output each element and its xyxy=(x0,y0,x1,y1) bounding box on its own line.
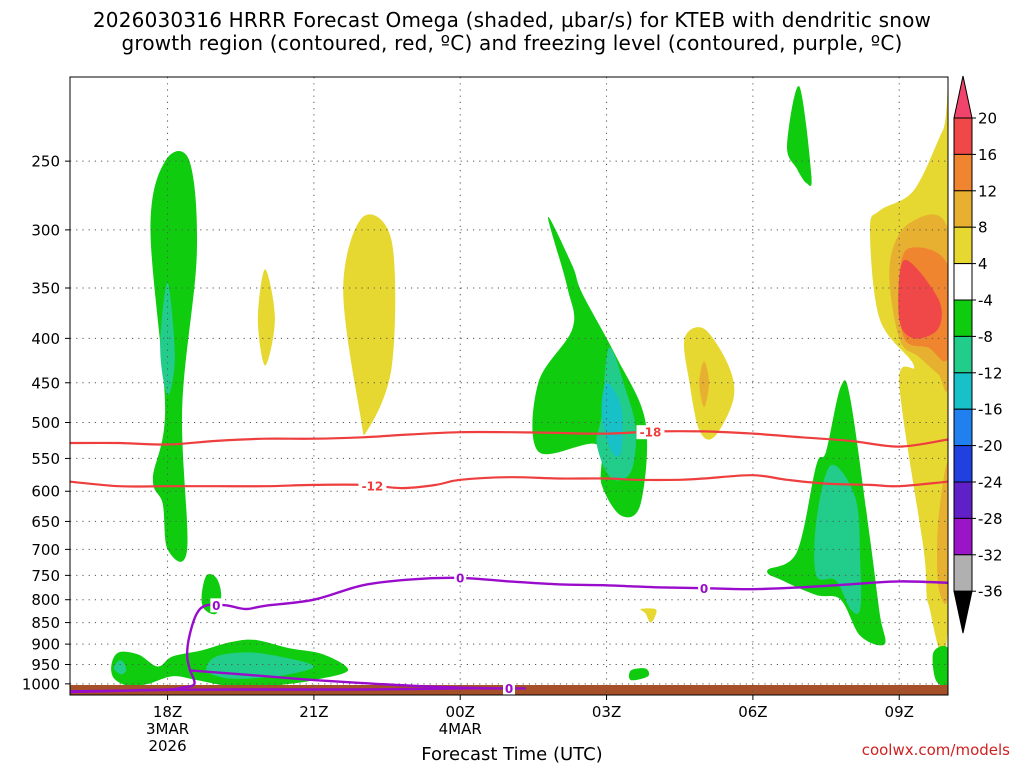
colorbar-cell-13 xyxy=(953,554,973,592)
colorbar-cell-2 xyxy=(953,153,973,192)
colorbar-cell-12 xyxy=(953,517,973,556)
freezing-level-contour xyxy=(70,576,948,693)
x-tick-label: 18Z xyxy=(153,703,182,721)
dgz-label-bg xyxy=(358,479,387,494)
x-tick-label: 06Z xyxy=(738,703,767,721)
colorbar-label: -28 xyxy=(978,510,1003,528)
grid-lines xyxy=(70,77,948,695)
colorbar-cell-5 xyxy=(953,263,973,301)
freezing-label: 0 xyxy=(700,582,708,596)
colorbar-label: 12 xyxy=(978,182,997,200)
credit-link[interactable]: coolwx.com/models xyxy=(861,741,1010,759)
colorbar-top-triangle xyxy=(953,75,973,119)
y-tick-label: 400 xyxy=(31,330,60,348)
freezing-label: 0 xyxy=(456,571,464,585)
colorbar-cell-1 xyxy=(953,117,973,155)
dgz-label: -18 xyxy=(640,426,662,440)
x-tick-label: 4MAR xyxy=(439,720,482,738)
colorbar: 20 16 12 8 4 -4 -8 -12 -16 -20 -24 -28 -32 -36 xyxy=(953,75,1003,634)
y-tick-label: 1000 xyxy=(22,675,60,693)
colorbar-label: -24 xyxy=(978,474,1003,492)
omega-region-11 xyxy=(814,464,862,614)
dgz-contour-m12 xyxy=(70,474,948,490)
omega-region-9 xyxy=(786,85,812,187)
colorbar-cell-11 xyxy=(953,481,973,519)
x-tick-label: 00Z xyxy=(446,703,475,721)
colorbar-label: 8 xyxy=(978,219,988,237)
contour-lines: -18 -12 0 0 0 0 xyxy=(70,425,948,696)
y-tick-label: 900 xyxy=(31,636,60,654)
colorbar-label: -32 xyxy=(978,546,1003,564)
y-tick-label: 750 xyxy=(31,567,60,585)
colorbar-label: -8 xyxy=(978,328,993,346)
omega-region-20 xyxy=(206,652,314,679)
x-tick-label: 2026 xyxy=(148,737,186,755)
y-tick-label: 650 xyxy=(31,513,60,531)
omega-region-8 xyxy=(699,361,709,408)
y-tick-label: 300 xyxy=(31,221,60,239)
colorbar-cell-9 xyxy=(953,408,973,447)
colorbar-label: 16 xyxy=(978,146,997,164)
y-tick-label: 700 xyxy=(31,541,60,559)
dgz-label: -12 xyxy=(362,480,384,494)
freezing-label-bg xyxy=(210,598,223,613)
colorbar-cell-7 xyxy=(953,335,973,374)
colorbar-label: 20 xyxy=(978,110,997,128)
colorbar-label: -16 xyxy=(978,401,1003,419)
y-tick-label: 350 xyxy=(31,280,60,298)
freezing-level-contour-low xyxy=(70,669,527,694)
colorbar-cell-4 xyxy=(953,226,973,265)
x-tick-label: 21Z xyxy=(299,703,328,721)
colorbar-label: 4 xyxy=(978,255,988,273)
colorbar-label: -12 xyxy=(978,364,1003,382)
omega-region-6 xyxy=(601,382,623,457)
freezing-label-bg xyxy=(503,681,515,695)
y-tick-label: 500 xyxy=(31,414,60,432)
omega-region-16 xyxy=(937,463,948,604)
y-tick-label: 950 xyxy=(31,656,60,674)
plot-frame xyxy=(69,76,949,696)
colorbar-label: -4 xyxy=(978,292,993,310)
y-tick-label: 450 xyxy=(31,374,60,392)
freezing-label-bg xyxy=(454,570,467,585)
omega-region-22 xyxy=(640,608,657,623)
colorbar-cell-8 xyxy=(953,372,973,410)
colorbar-label: -36 xyxy=(978,583,1003,601)
dgz-label-bg xyxy=(636,425,665,440)
x-tick-label: 03Z xyxy=(592,703,621,721)
colorbar-cell-6 xyxy=(953,299,973,337)
x-tick-label: 3MAR xyxy=(146,720,189,738)
omega-region-2 xyxy=(257,269,275,366)
omega-region-1 xyxy=(160,282,175,396)
freezing-label: 0 xyxy=(505,682,513,696)
y-tick-label: 250 xyxy=(31,153,60,171)
chart-title-line-1: 2026030316 HRRR Forecast Omega (shaded, … xyxy=(92,8,932,32)
freezing-label-bg xyxy=(698,581,711,596)
y-axis-ticks: 250 300 350 400 450 500 550 600 650 700 750 800 850 9… xyxy=(22,153,70,693)
y-tick-label: 550 xyxy=(31,450,60,468)
y-tick-label: 850 xyxy=(31,614,60,632)
omega-shading xyxy=(70,85,948,695)
y-tick-label: 800 xyxy=(31,591,60,609)
y-tick-label: 600 xyxy=(31,483,60,501)
omega-region-17 xyxy=(932,645,948,687)
omega-region-21 xyxy=(113,660,127,675)
omega-region-23 xyxy=(628,668,650,681)
colorbar-label: -20 xyxy=(978,437,1003,455)
x-axis-label: Forecast Time (UTC) xyxy=(421,744,603,765)
colorbar-cell-10 xyxy=(953,445,973,483)
colorbar-cell-3 xyxy=(953,190,973,228)
omega-region-15 xyxy=(898,259,942,339)
dgz-contour-m18 xyxy=(70,430,948,448)
freezing-label: 0 xyxy=(212,599,220,613)
omega-region-3 xyxy=(343,214,396,436)
chart-title-line-2: growth region (contoured, red, ºC) and f… xyxy=(121,31,903,55)
omega-region-7 xyxy=(683,327,735,440)
x-tick-label: 09Z xyxy=(885,703,914,721)
colorbar-bottom-triangle xyxy=(953,590,973,634)
